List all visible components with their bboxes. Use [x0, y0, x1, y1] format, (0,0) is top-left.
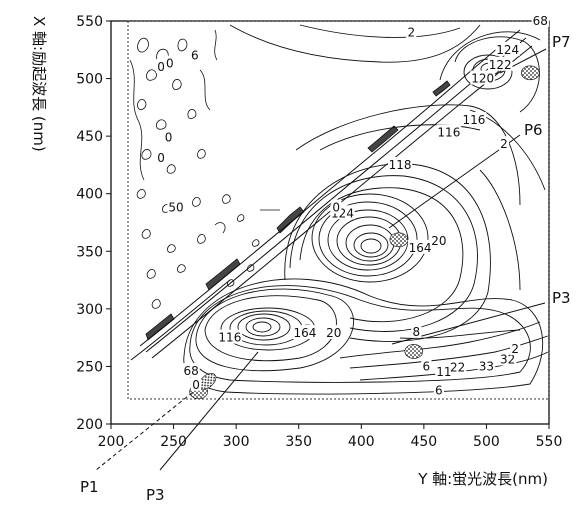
- contour-label: 8: [413, 325, 421, 339]
- x-tick-label: 350: [285, 434, 312, 450]
- contour-label: 6: [435, 384, 443, 398]
- callout-p6: P6: [524, 121, 543, 139]
- x-tick-label: 400: [348, 434, 375, 450]
- contour-label-bg: [498, 136, 510, 151]
- contour-label-bg: [435, 364, 453, 379]
- peak-marker-p6: [389, 232, 409, 248]
- contour-label-bg: [387, 156, 413, 171]
- contour-label-bg: [461, 112, 487, 127]
- contour-label: 0: [192, 378, 200, 392]
- callout-p1: P1: [80, 478, 99, 496]
- contour-label: 118: [389, 158, 412, 172]
- contour-label-bg: [182, 363, 200, 378]
- contour-label: 0: [332, 201, 340, 215]
- callout-line-p3-bottom: [159, 351, 259, 471]
- contour-label-bg: [189, 47, 200, 62]
- noise-contours: [129, 29, 280, 309]
- contour-label: 20: [431, 234, 446, 248]
- contour-label: 22: [450, 361, 465, 375]
- contour-label: 11: [436, 365, 451, 379]
- contour-label: 6: [191, 49, 199, 63]
- data-boundary: [127, 20, 550, 400]
- contour-label-bg: [411, 323, 422, 338]
- contour-label: 2: [408, 26, 416, 40]
- contour-label-bg: [433, 382, 444, 397]
- contour-label: 33: [479, 359, 494, 373]
- y-tick-label: 400: [76, 187, 103, 203]
- contour-label-bg: [436, 124, 462, 139]
- contour-label: 68: [533, 14, 548, 28]
- contour-label-bg: [470, 70, 495, 85]
- contour-label-bg: [155, 59, 167, 74]
- contour-label-bg: [190, 376, 202, 391]
- contour-label: 116: [218, 331, 241, 345]
- contour-label-bg: [167, 199, 185, 214]
- contour-label-bg: [155, 150, 167, 165]
- y-tick-label: 300: [76, 302, 103, 318]
- x-axis-ticks: 200 250 300 350 400 450 500 550: [98, 424, 563, 450]
- x-tick-label: 550: [536, 434, 563, 450]
- contour-label-bg: [292, 325, 318, 340]
- y-tick-label: 500: [76, 72, 103, 88]
- contour-label: 164: [294, 326, 317, 340]
- callout-p3-bottom: P3: [146, 486, 165, 504]
- scatter-bands: [145, 80, 451, 341]
- contour-label: 122: [489, 58, 512, 72]
- y-axis-title: X 軸:励起波長 (nm): [30, 16, 48, 152]
- contour-label-bg: [217, 329, 243, 344]
- y-tick-label: 450: [76, 129, 103, 145]
- x-axis-title: Y 軸:蛍光波長(nm): [417, 470, 548, 488]
- x-tick-label: 250: [160, 434, 187, 450]
- contour-label-bg: [487, 56, 513, 71]
- contour-label: 20: [326, 326, 341, 340]
- callout-line-p6: [388, 134, 521, 229]
- y-axis-ticks: 200 250 300 350 400 450 500 550: [76, 14, 111, 433]
- contour-label: 0: [157, 60, 165, 74]
- contour-label: 0: [165, 130, 173, 144]
- contour-label-bg: [477, 358, 496, 373]
- x-tick-label: 500: [473, 434, 500, 450]
- callout-p3-right: P3: [552, 289, 571, 307]
- callout-p7: P7: [552, 33, 571, 51]
- contour-label-bg: [164, 55, 175, 70]
- contour-label: 0: [166, 57, 174, 71]
- contour-label-bg: [407, 239, 433, 254]
- x-tick-label: 450: [410, 434, 437, 450]
- y-tick-label: 550: [76, 14, 103, 30]
- y-tick-label: 200: [76, 417, 103, 433]
- contour-label-bg: [531, 13, 549, 27]
- contour-label: 124: [496, 43, 519, 57]
- contour-label-bg: [510, 341, 521, 356]
- contour-label: 2: [500, 137, 508, 151]
- x-tick-label: 300: [223, 434, 250, 450]
- x-tick-label: 200: [98, 434, 125, 450]
- peak-marker-p3: [404, 344, 424, 359]
- contour-label: 6: [423, 359, 431, 373]
- contour-label-bg: [406, 24, 417, 39]
- y-tick-label: 250: [76, 359, 103, 375]
- contour-label: 2: [511, 342, 519, 356]
- contour-label-bg: [325, 325, 343, 340]
- contour-label-bg: [448, 359, 467, 374]
- contour-label-bg: [163, 129, 174, 144]
- y-tick-label: 350: [76, 244, 103, 260]
- contour-label: 32: [500, 353, 515, 367]
- contour-label: 50: [168, 201, 183, 215]
- contour-label: 120: [471, 72, 494, 86]
- contour-label: 0: [157, 151, 165, 165]
- peak-marker-p7: [520, 65, 540, 81]
- contour-label: 68: [183, 364, 198, 378]
- callout-line-p1: [95, 387, 199, 471]
- contour-label: 164: [409, 241, 432, 255]
- contour-label-bg: [421, 358, 432, 373]
- contour-label-bg: [430, 232, 448, 247]
- contour-label: 116: [462, 113, 485, 127]
- contour-label-bg: [331, 199, 342, 214]
- contour-label-bg: [495, 41, 521, 56]
- contour-label: 116: [437, 126, 460, 140]
